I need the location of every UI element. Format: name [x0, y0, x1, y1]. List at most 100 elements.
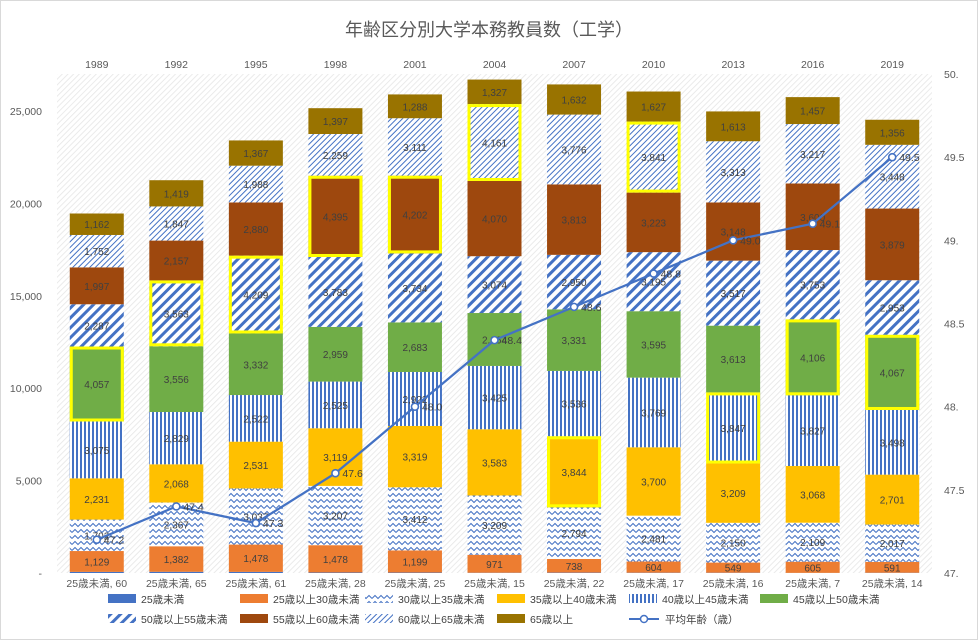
y-left-tick: 10,000	[10, 383, 42, 395]
bars: 1,1291,7022,2313,0754,0572,2871,9971,752…	[69, 79, 920, 575]
average-age-point	[331, 468, 340, 478]
bar-segment	[626, 561, 681, 573]
bar-segment	[547, 370, 602, 437]
bar-value-label: 4,395	[323, 212, 348, 223]
year-label: 2019	[881, 59, 905, 71]
y-right-tick: 47.5	[944, 485, 965, 497]
bar-segment	[626, 121, 681, 193]
bar-value-label: 4,202	[402, 211, 427, 222]
average-age-point	[490, 335, 499, 345]
bar-value-label: 2,068	[164, 479, 189, 490]
bar-segment	[626, 447, 681, 516]
bar-value-label: 2,953	[880, 304, 905, 315]
bar-segment	[228, 488, 283, 545]
bar-value-label: 4,067	[880, 368, 905, 379]
bar-value-label: 1,367	[243, 149, 268, 160]
legend-swatch	[629, 594, 657, 603]
bar-segment	[228, 571, 283, 573]
bar-value-label: 3,068	[800, 490, 825, 501]
bar-value-label: 2,959	[323, 350, 348, 361]
y-left-tick: -	[39, 568, 43, 580]
bar-value-label: 3,074	[482, 281, 507, 292]
bar-value-label: 4,106	[800, 353, 825, 364]
bar-value-label: 3,217	[800, 150, 825, 161]
bar-segment	[785, 395, 840, 467]
year-label: 2007	[562, 59, 586, 71]
bar-value-label: 3,313	[721, 168, 746, 179]
bar-segment	[865, 334, 920, 410]
bar-value-label: 2,109	[800, 538, 825, 549]
legend-label: 60歳以上65歳未満	[398, 614, 485, 626]
bar-value-label: 971	[486, 560, 503, 571]
legend-swatch	[497, 594, 525, 603]
bar-segment	[387, 550, 442, 573]
average-age-point	[887, 152, 897, 162]
bar-segment	[626, 377, 681, 448]
bar-value-label: 1,129	[84, 557, 109, 568]
bar-segment	[785, 97, 840, 125]
bar-segment	[706, 392, 761, 464]
bar-value-label: 2,259	[323, 151, 348, 162]
bar-value-label: 1,327	[482, 88, 507, 99]
bar-value-label: 3,195	[641, 278, 666, 289]
bar-value-label: 1,997	[84, 282, 109, 293]
bar-value-label: 1,419	[164, 189, 189, 200]
y-right-tick: 49.5	[944, 152, 965, 164]
bar-segment	[865, 409, 920, 475]
bar-segment	[149, 280, 204, 347]
x-category-label: 25歳未満, 7	[785, 578, 840, 590]
bar-value-label: 3,813	[562, 216, 587, 227]
y-right-tick: 49.	[944, 235, 959, 247]
bar-segment	[467, 365, 522, 430]
bar-value-label: 3,498	[880, 438, 905, 449]
highlight-box	[865, 334, 920, 410]
bar-value-label: 3,209	[721, 489, 746, 500]
x-category-label: 25歳未満, 17	[623, 578, 684, 590]
legend-swatch	[108, 594, 136, 603]
highlight-boxes	[69, 104, 920, 508]
bar-value-label: 3,223	[641, 218, 666, 229]
bar-segment	[626, 91, 681, 122]
bar-segment	[69, 346, 124, 422]
bar-segment	[387, 253, 442, 323]
average-age-point	[569, 302, 579, 312]
bar-value-label: 2,531	[243, 461, 268, 472]
bar-segment	[149, 240, 204, 281]
bar-value-label: 2,950	[562, 278, 587, 289]
bar-segment	[706, 325, 761, 393]
legend-label: 25歳未満	[141, 594, 185, 606]
bar-value-label: 3,734	[402, 284, 427, 295]
legend-label: 30歳以上35歳未満	[398, 594, 485, 606]
x-axis-categories: 25歳未満, 60 25歳未満, 65 25歳未満, 61 25歳未満, 28 25歳未…	[66, 578, 922, 590]
bar-value-label: 2,522	[243, 414, 268, 425]
bar-value-label: 1,613	[721, 122, 746, 133]
average-age-point	[410, 402, 420, 411]
bar-segment	[547, 436, 602, 508]
highlight-box	[547, 436, 602, 508]
bar-segment	[149, 206, 204, 241]
bar-segment	[228, 255, 283, 334]
bar-segment	[69, 234, 124, 268]
bar-segment	[706, 260, 761, 326]
bar-value-label: 549	[725, 564, 742, 575]
bar-value-label: 3,583	[482, 458, 507, 469]
highlight-box	[308, 175, 363, 257]
bar-segment	[547, 507, 602, 559]
bar-segment	[865, 280, 920, 335]
bar-segment	[69, 421, 124, 479]
year-label: 2013	[721, 59, 745, 71]
bar-segment	[69, 571, 124, 573]
bar-value-label: 3,209	[482, 521, 507, 532]
bar-value-label: 2,683	[402, 343, 427, 354]
y-left-tick: 5,000	[16, 476, 42, 488]
year-label: 2004	[483, 59, 507, 71]
bar-segment	[387, 322, 442, 372]
legend-swatch	[240, 594, 268, 603]
legend-swatch	[760, 594, 788, 603]
bar-value-label: 1,457	[800, 107, 825, 118]
bar-value-label: 2,367	[164, 520, 189, 531]
average-age-point	[92, 535, 102, 545]
year-label: 2016	[801, 59, 825, 71]
legend-label: 45歳以上50歳未満	[793, 594, 880, 606]
